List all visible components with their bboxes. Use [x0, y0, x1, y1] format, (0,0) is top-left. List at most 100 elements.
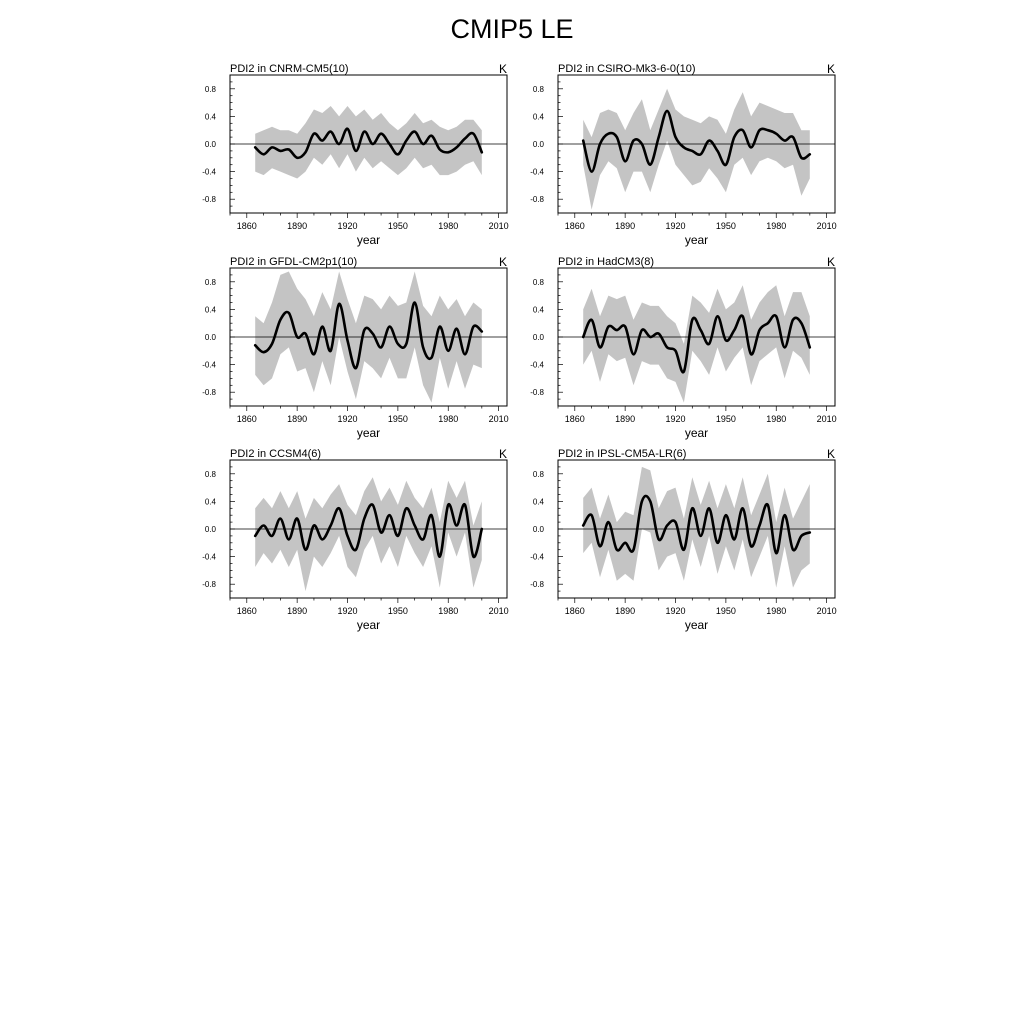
y-tick-label: -0.8 — [202, 388, 216, 397]
y-tick-label: -0.8 — [530, 388, 544, 397]
x-tick-label: 1920 — [337, 221, 357, 231]
y-tick-label: 0.8 — [533, 85, 545, 94]
x-axis-label: year — [685, 426, 708, 440]
ensemble-spread-band — [583, 285, 810, 403]
chart-panel: -0.8 -0.4 0.0 0.4 0.8 1860 1890 1920 1950 1980 201… — [202, 255, 508, 440]
units-label: K — [827, 255, 835, 269]
y-tick-label: 0.8 — [205, 85, 217, 94]
y-tick-label: -0.8 — [202, 195, 216, 204]
ensemble-mean-line — [581, 494, 812, 555]
y-tick-label: -0.4 — [202, 361, 216, 370]
chart-panel: -0.8 -0.4 0.0 0.4 0.8 1860 1890 1920 1950 1980 201… — [530, 447, 836, 632]
figure-title: CMIP5 LE — [450, 14, 574, 44]
y-tick-label: -0.8 — [530, 580, 544, 589]
ensemble-spread-band — [255, 477, 482, 592]
x-tick-label: 1980 — [438, 221, 458, 231]
panel-title: PDI2 in IPSL-CM5A-LR(6) — [558, 448, 686, 460]
y-tick-label: 0.4 — [205, 112, 217, 121]
x-tick-label: 1890 — [287, 414, 307, 424]
x-tick-label: 1980 — [438, 414, 458, 424]
x-tick-label: 1890 — [615, 221, 635, 231]
x-tick-label: 1920 — [337, 414, 357, 424]
ensemble-mean-line — [581, 314, 812, 374]
panel-title: PDI2 in CSIRO-Mk3-6-0(10) — [558, 63, 696, 75]
chart-panel: -0.8 -0.4 0.0 0.4 0.8 1860 1890 1920 1950 1980 201… — [530, 62, 836, 247]
y-tick-label: 0.0 — [533, 140, 545, 149]
y-tick-label: -0.4 — [530, 553, 544, 562]
x-tick-label: 1860 — [565, 221, 585, 231]
panel-title: PDI2 in HadCM3(8) — [558, 256, 654, 268]
y-tick-label: -0.8 — [202, 580, 216, 589]
x-tick-label: 1860 — [237, 606, 257, 616]
y-tick-label: 0.4 — [533, 112, 545, 121]
x-tick-label: 1950 — [716, 414, 736, 424]
x-tick-label: 2010 — [817, 221, 837, 231]
x-tick-label: 1890 — [287, 221, 307, 231]
ensemble-mean-line — [253, 301, 484, 370]
units-label: K — [499, 447, 507, 461]
y-tick-label: 0.8 — [533, 470, 545, 479]
x-tick-label: 1890 — [287, 606, 307, 616]
x-tick-label: 1980 — [438, 606, 458, 616]
y-tick-label: 0.0 — [533, 333, 545, 342]
y-tick-label: 0.8 — [533, 278, 545, 287]
y-tick-label: 0.0 — [205, 333, 217, 342]
y-tick-label: 0.8 — [205, 278, 217, 287]
y-tick-label: -0.4 — [202, 168, 216, 177]
chart-panel: -0.8 -0.4 0.0 0.4 0.8 1860 1890 1920 1950 1980 201… — [202, 62, 508, 247]
units-label: K — [827, 447, 835, 461]
x-axis-label: year — [685, 618, 708, 632]
units-label: K — [827, 62, 835, 76]
y-tick-label: 0.4 — [205, 497, 217, 506]
y-tick-label: -0.8 — [530, 195, 544, 204]
x-tick-label: 1920 — [665, 606, 685, 616]
ensemble-mean-line — [581, 109, 812, 173]
chart-panel: -0.8 -0.4 0.0 0.4 0.8 1860 1890 1920 1950 1980 201… — [530, 255, 836, 440]
x-axis-label: year — [357, 618, 380, 632]
x-tick-label: 1980 — [766, 221, 786, 231]
panel-title: PDI2 in CCSM4(6) — [230, 448, 321, 460]
x-tick-label: 1890 — [615, 414, 635, 424]
ensemble-mean-line — [253, 127, 484, 160]
y-tick-label: -0.4 — [202, 553, 216, 562]
y-tick-label: 0.4 — [533, 305, 545, 314]
x-tick-label: 1860 — [237, 221, 257, 231]
x-tick-label: 1980 — [766, 606, 786, 616]
y-tick-label: 0.8 — [205, 470, 217, 479]
units-label: K — [499, 255, 507, 269]
x-axis-label: year — [357, 233, 380, 247]
x-tick-label: 2010 — [489, 414, 509, 424]
x-tick-label: 1950 — [716, 606, 736, 616]
x-tick-label: 1860 — [565, 414, 585, 424]
panel-title: PDI2 in GFDL-CM2p1(10) — [230, 256, 357, 268]
x-tick-label: 1920 — [337, 606, 357, 616]
y-tick-label: 0.0 — [205, 140, 217, 149]
x-tick-label: 1920 — [665, 414, 685, 424]
panel-title: PDI2 in CNRM-CM5(10) — [230, 63, 349, 75]
x-tick-label: 1950 — [388, 414, 408, 424]
ensemble-mean-line — [253, 502, 484, 559]
x-tick-label: 2010 — [817, 606, 837, 616]
x-tick-label: 1980 — [766, 414, 786, 424]
x-tick-label: 1950 — [388, 606, 408, 616]
x-tick-label: 1860 — [565, 606, 585, 616]
x-tick-label: 1950 — [388, 221, 408, 231]
x-axis-label: year — [357, 426, 380, 440]
x-tick-label: 2010 — [489, 221, 509, 231]
x-axis-label: year — [685, 233, 708, 247]
y-tick-label: 0.4 — [205, 305, 217, 314]
x-tick-label: 2010 — [817, 414, 837, 424]
x-tick-label: 1950 — [716, 221, 736, 231]
y-tick-label: 0.0 — [533, 525, 545, 534]
y-tick-label: -0.4 — [530, 361, 544, 370]
x-tick-label: 1890 — [615, 606, 635, 616]
ensemble-spread-band — [255, 106, 482, 179]
y-tick-label: -0.4 — [530, 168, 544, 177]
y-tick-label: 0.4 — [533, 497, 545, 506]
ensemble-spread-band — [583, 88, 810, 210]
chart-panel: -0.8 -0.4 0.0 0.4 0.8 1860 1890 1920 1950 1980 201… — [202, 447, 508, 632]
x-tick-label: 1860 — [237, 414, 257, 424]
units-label: K — [499, 62, 507, 76]
x-tick-label: 1920 — [665, 221, 685, 231]
x-tick-label: 2010 — [489, 606, 509, 616]
